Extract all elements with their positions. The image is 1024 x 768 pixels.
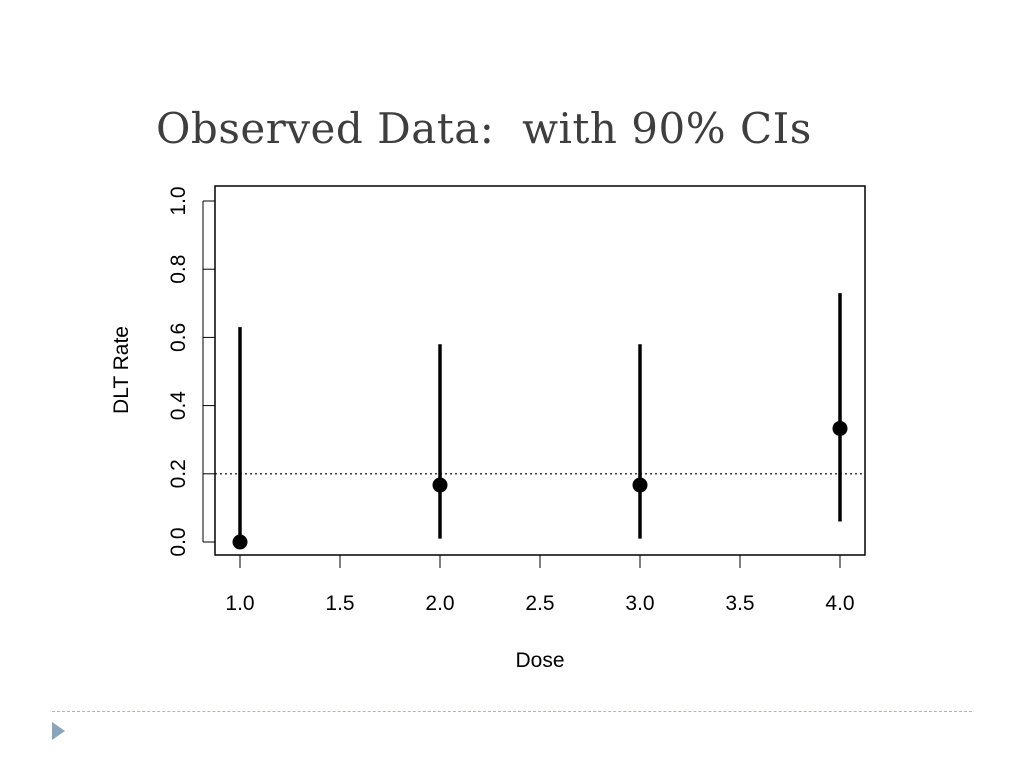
data-points xyxy=(232,420,848,550)
y-tick-label: 0.8 xyxy=(167,255,190,284)
plot-frame xyxy=(214,185,866,556)
dlt-rate-chart: 0.0 0.2 0.4 0.6 0.8 1.0 1.0 1.5 2.0 2.5 3.0 3.5 4.0… xyxy=(110,185,866,672)
y-axis: 0.0 0.2 0.4 0.6 0.8 1.0 xyxy=(167,186,215,557)
footer-divider xyxy=(52,711,972,712)
x-tick-label: 3.5 xyxy=(725,592,754,615)
x-axis: 1.0 1.5 2.0 2.5 3.0 3.5 4.0 xyxy=(225,554,855,615)
slide-arrow-icon xyxy=(52,722,65,740)
y-tick-label: 0.2 xyxy=(167,459,190,488)
y-tick-label: 0.0 xyxy=(167,527,190,556)
x-tick-label: 2.5 xyxy=(525,592,554,615)
x-tick-label: 1.5 xyxy=(325,592,354,615)
y-tick-label: 0.6 xyxy=(167,323,190,352)
y-tick-label: 1.0 xyxy=(167,186,190,215)
y-axis-label: DLT Rate xyxy=(110,326,133,414)
data-point xyxy=(632,477,648,493)
x-tick-label: 4.0 xyxy=(825,592,854,615)
x-tick-label: 3.0 xyxy=(625,592,654,615)
y-tick-label: 0.4 xyxy=(167,391,190,421)
data-point xyxy=(232,534,248,550)
error-bars xyxy=(238,293,842,542)
x-axis-label: Dose xyxy=(515,649,564,672)
data-point xyxy=(832,420,848,436)
data-point xyxy=(432,477,448,493)
x-tick-label: 1.0 xyxy=(225,592,254,615)
slide-title: Observed Data: with 90% CIs xyxy=(156,104,812,153)
x-tick-label: 2.0 xyxy=(425,592,454,615)
